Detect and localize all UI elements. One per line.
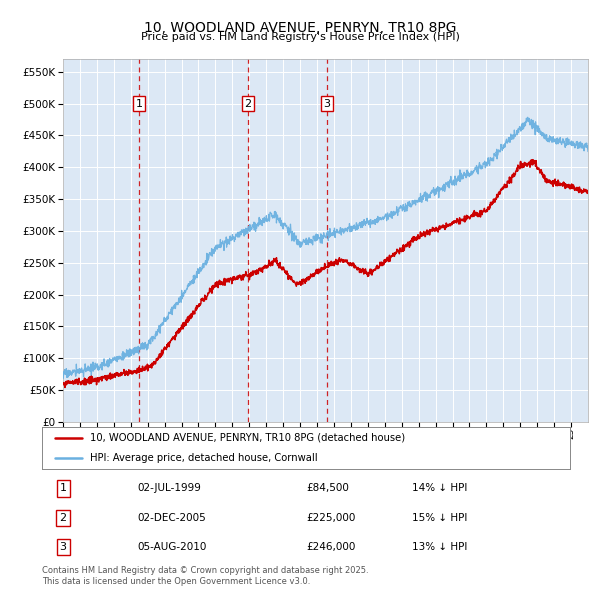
Text: Contains HM Land Registry data © Crown copyright and database right 2025.
This d: Contains HM Land Registry data © Crown c…: [42, 566, 368, 586]
Text: HPI: Average price, detached house, Cornwall: HPI: Average price, detached house, Corn…: [89, 453, 317, 463]
Text: £246,000: £246,000: [306, 542, 355, 552]
Text: 1: 1: [136, 99, 143, 109]
Text: Price paid vs. HM Land Registry's House Price Index (HPI): Price paid vs. HM Land Registry's House …: [140, 32, 460, 42]
Text: 14% ↓ HPI: 14% ↓ HPI: [412, 483, 467, 493]
Text: £84,500: £84,500: [306, 483, 349, 493]
Text: 10, WOODLAND AVENUE, PENRYN, TR10 8PG (detached house): 10, WOODLAND AVENUE, PENRYN, TR10 8PG (d…: [89, 432, 404, 442]
Text: 3: 3: [323, 99, 331, 109]
Text: 2: 2: [244, 99, 251, 109]
Text: 02-JUL-1999: 02-JUL-1999: [137, 483, 201, 493]
Text: 2: 2: [59, 513, 67, 523]
Text: 13% ↓ HPI: 13% ↓ HPI: [412, 542, 467, 552]
Text: 15% ↓ HPI: 15% ↓ HPI: [412, 513, 467, 523]
Text: 05-AUG-2010: 05-AUG-2010: [137, 542, 206, 552]
Text: 10, WOODLAND AVENUE, PENRYN, TR10 8PG: 10, WOODLAND AVENUE, PENRYN, TR10 8PG: [144, 21, 456, 35]
Text: 1: 1: [59, 483, 67, 493]
Text: 02-DEC-2005: 02-DEC-2005: [137, 513, 206, 523]
Text: 3: 3: [59, 542, 67, 552]
Text: £225,000: £225,000: [306, 513, 355, 523]
